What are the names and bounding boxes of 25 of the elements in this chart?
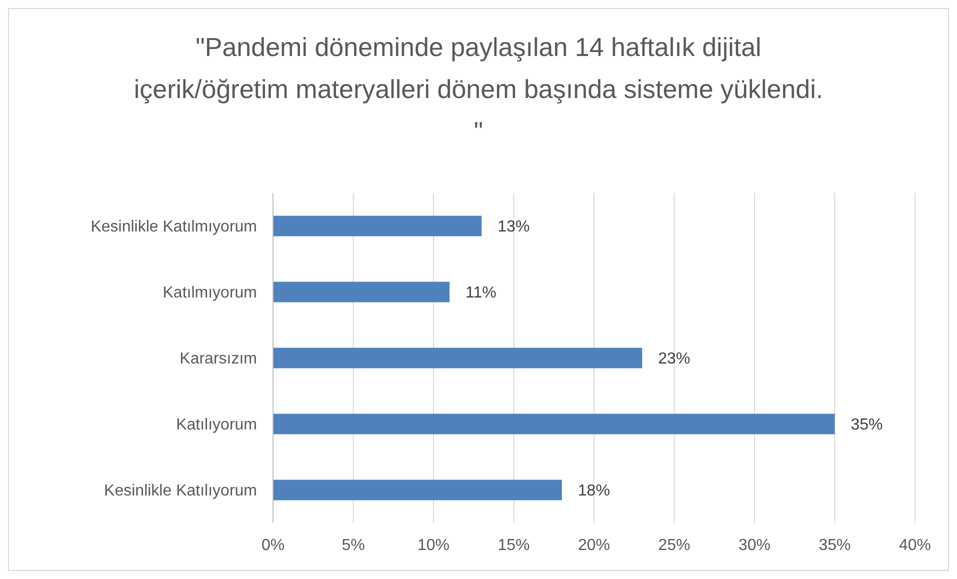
y-tick-label: Kesinlikle Katılıyorum xyxy=(104,482,257,500)
x-tick-label: 5% xyxy=(342,537,365,554)
x-tick-label: 40% xyxy=(898,537,932,554)
chart-title: "Pandemi döneminde paylaşılan 14 haftalık dijital içerik/öğretim materyalleri dönem başında sisteme yüklendi. " xyxy=(134,32,824,146)
data-label: 35% xyxy=(850,416,883,434)
x-tick-label: 30% xyxy=(738,537,771,554)
x-tick-label: 25% xyxy=(658,537,690,554)
data-label: 11% xyxy=(466,284,496,302)
bar xyxy=(273,282,450,302)
bar xyxy=(273,414,835,434)
x-tick-label: 20% xyxy=(578,537,610,554)
y-tick-label: Kararsızım xyxy=(180,350,257,368)
bar xyxy=(273,348,642,368)
x-tick-label: 35% xyxy=(818,537,851,554)
data-label: 18% xyxy=(578,482,610,500)
y-tick-label: Katılıyorum xyxy=(176,416,257,434)
x-tick-label: 15% xyxy=(498,537,530,554)
data-label: 13% xyxy=(498,218,530,236)
x-tick-label: 10% xyxy=(417,537,450,554)
y-tick-label: Katılmıyorum xyxy=(162,284,257,302)
data-label: 23% xyxy=(658,350,690,368)
y-tick-label: Kesinlikle Katılmıyorum xyxy=(90,218,257,236)
bar xyxy=(273,216,482,236)
bar xyxy=(273,480,562,500)
x-tick-label: 0% xyxy=(261,537,285,554)
